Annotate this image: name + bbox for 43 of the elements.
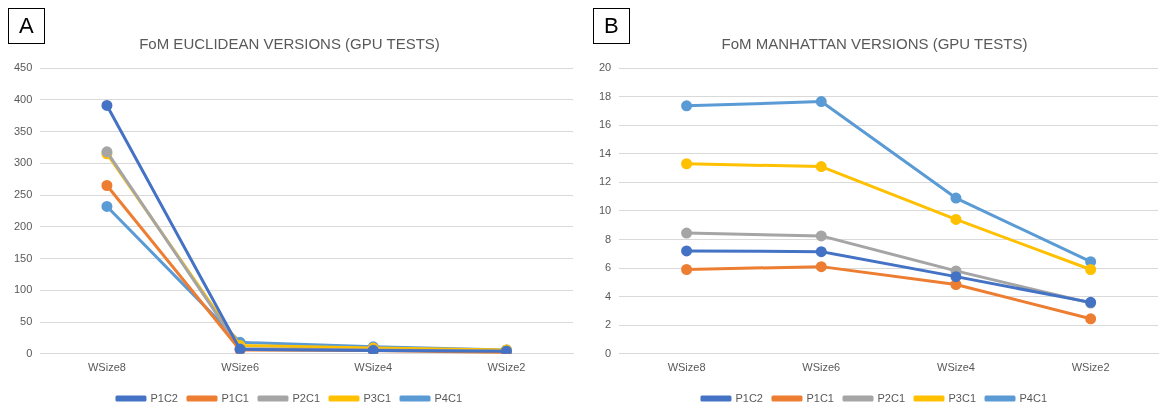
y-tick-label: 18	[598, 89, 612, 102]
legend-label: P3C1	[363, 391, 392, 404]
chart-title: FoM MANHATTAN VERSIONS (GPU TESTS)	[721, 35, 1028, 53]
x-tick-label: WSize4	[354, 361, 393, 374]
legend-label: P1C2	[735, 391, 763, 404]
x-tick-label: WSize6	[221, 361, 260, 374]
y-tick-label: 450	[13, 61, 33, 74]
y-tick-label: 150	[13, 251, 33, 264]
x-tick-label: WSize4	[937, 361, 975, 374]
y-tick-label: 20	[598, 61, 612, 74]
y-tick-label: 10	[598, 203, 612, 216]
x-tick-label: WSize2	[1071, 361, 1110, 374]
y-tick-label: 0	[26, 346, 33, 359]
text: B	[593, 8, 630, 44]
legend-label: P2C1	[877, 391, 906, 404]
y-tick-label: 8	[605, 232, 612, 245]
chart-title: FoM EUCLIDEAN VERSIONS (GPU TESTS)	[139, 35, 440, 53]
x-tick-label: WSize8	[667, 361, 706, 374]
legend-label: P3C1	[948, 391, 977, 404]
y-tick-label: 2	[605, 318, 612, 331]
y-tick-label: 16	[598, 118, 612, 131]
y-tick-label: 14	[598, 146, 612, 159]
legend-label: P4C1	[434, 391, 463, 404]
legend-label: P1C2	[150, 391, 178, 404]
legend-label: P4C1	[1019, 391, 1048, 404]
text: A	[8, 8, 45, 44]
x-tick-label: WSize2	[487, 361, 526, 374]
y-tick-label: 0	[605, 346, 612, 359]
y-tick-label: 4	[605, 289, 612, 302]
x-tick-label: WSize8	[87, 361, 126, 374]
y-tick-label: 200	[13, 219, 33, 232]
y-tick-label: 100	[13, 283, 33, 296]
y-tick-label: 300	[13, 156, 33, 169]
y-tick-label: 12	[598, 175, 612, 188]
y-tick-label: 6	[605, 261, 612, 274]
legend-label: P1C1	[221, 391, 250, 404]
legend-label: P2C1	[292, 391, 321, 404]
y-tick-label: 250	[13, 188, 33, 201]
y-tick-label: 400	[13, 92, 33, 105]
y-tick-label: 350	[13, 124, 33, 137]
y-tick-label: 50	[20, 315, 33, 328]
x-tick-label: WSize6	[802, 361, 841, 374]
legend-label: P1C1	[806, 391, 835, 404]
